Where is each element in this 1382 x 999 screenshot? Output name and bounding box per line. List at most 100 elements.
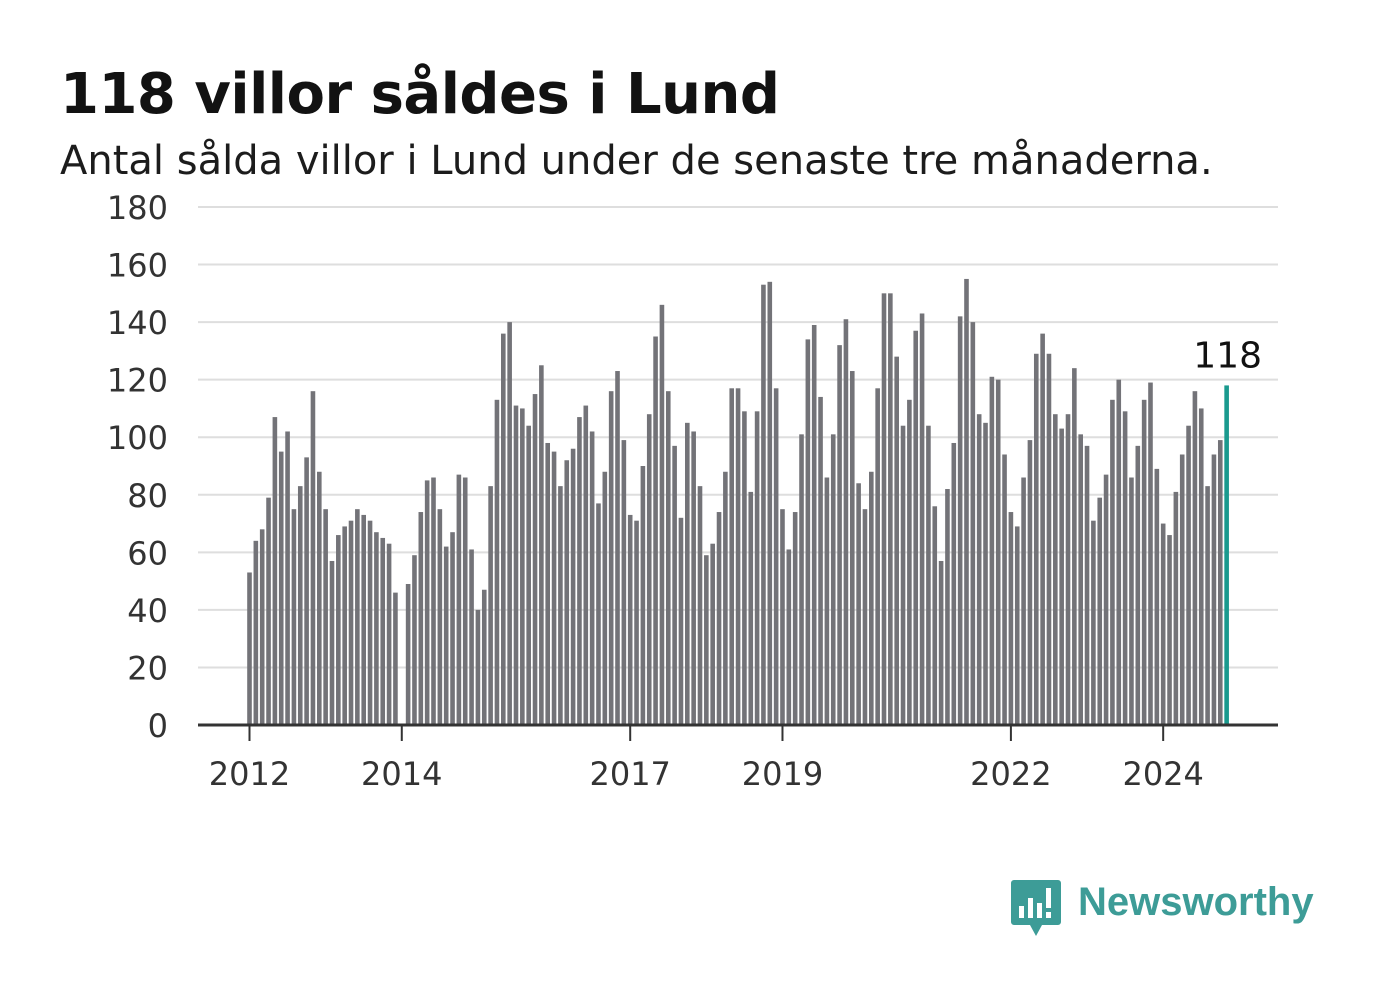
bar xyxy=(513,405,519,725)
bar xyxy=(856,483,861,725)
chart-subtitle: Antal sålda villor i Lund under de senas… xyxy=(60,138,1213,184)
bar xyxy=(1160,523,1166,725)
bar xyxy=(907,399,912,725)
bar xyxy=(1027,440,1033,725)
bar xyxy=(596,503,601,725)
bar xyxy=(830,434,836,725)
y-tick-label: 20 xyxy=(127,649,168,687)
bar xyxy=(507,322,512,725)
bar xyxy=(272,417,278,725)
bar xyxy=(1053,414,1058,725)
bar xyxy=(1091,520,1096,725)
bar xyxy=(913,330,919,725)
bar xyxy=(336,535,341,725)
bar xyxy=(824,477,830,725)
bar xyxy=(742,411,747,725)
bar xyxy=(355,509,360,725)
bar xyxy=(285,431,290,725)
bar xyxy=(754,411,760,725)
bar xyxy=(348,520,354,725)
bar xyxy=(1065,414,1071,725)
bar xyxy=(995,379,1001,725)
bar xyxy=(1116,379,1122,725)
bar xyxy=(672,445,677,725)
bar xyxy=(317,471,322,725)
y-tick-label: 40 xyxy=(127,592,168,630)
bar xyxy=(532,394,538,725)
bar xyxy=(278,451,284,725)
bar xyxy=(469,549,474,725)
bar xyxy=(1021,477,1026,725)
bar xyxy=(259,529,265,725)
bar xyxy=(405,583,411,725)
chart-title: 118 villor såldes i Lund xyxy=(60,62,780,127)
bar xyxy=(247,572,252,725)
bar xyxy=(1198,408,1204,725)
bar xyxy=(329,560,335,725)
bar xyxy=(1173,491,1179,725)
y-tick-label: 100 xyxy=(107,419,168,457)
bar xyxy=(1046,353,1052,725)
bar xyxy=(761,284,766,725)
bar xyxy=(367,520,373,725)
x-tick-label: 2019 xyxy=(742,755,823,793)
bar xyxy=(1084,445,1090,725)
bar xyxy=(640,466,646,725)
bar xyxy=(1059,428,1064,725)
bar xyxy=(564,460,570,725)
bar xyxy=(577,417,582,725)
bar xyxy=(291,509,297,725)
y-tick-label: 180 xyxy=(107,189,168,227)
bar xyxy=(539,365,544,725)
bar xyxy=(957,316,963,725)
bar xyxy=(304,457,309,725)
x-tick-label: 2024 xyxy=(1122,755,1203,793)
bar xyxy=(494,399,500,725)
bar xyxy=(475,609,481,725)
bar xyxy=(900,425,906,725)
bar xyxy=(805,339,811,725)
bar xyxy=(818,396,823,725)
bar xyxy=(1033,353,1039,725)
bar xyxy=(1186,425,1191,725)
bar xyxy=(615,371,620,725)
bar xyxy=(1103,474,1109,725)
bar xyxy=(602,471,608,725)
bar xyxy=(983,422,988,725)
bar xyxy=(627,514,633,725)
bar xyxy=(951,442,957,725)
bar xyxy=(716,512,722,725)
bar xyxy=(253,540,259,725)
x-tick-label: 2012 xyxy=(209,755,290,793)
bar xyxy=(1014,526,1020,725)
bar xyxy=(780,509,785,725)
bar xyxy=(945,489,950,725)
y-tick-label: 160 xyxy=(107,247,168,285)
bar xyxy=(773,388,779,725)
bar xyxy=(443,546,449,725)
bar xyxy=(1192,391,1198,725)
bar xyxy=(843,319,849,725)
bar xyxy=(1148,382,1153,725)
bar xyxy=(621,440,627,725)
bar xyxy=(431,477,436,725)
newsworthy-logo-text: Newsworthy xyxy=(1078,880,1314,924)
bar xyxy=(1040,333,1045,725)
bar xyxy=(386,543,392,725)
bar xyxy=(646,414,652,725)
bar xyxy=(970,322,976,725)
bar xyxy=(462,477,468,725)
bar xyxy=(767,281,773,725)
bar xyxy=(1167,535,1172,725)
bar xyxy=(685,422,690,725)
bar xyxy=(748,491,754,725)
bar xyxy=(545,442,551,725)
newsworthy-logo: Newsworthy xyxy=(1010,878,1330,942)
bar xyxy=(786,549,792,725)
bar xyxy=(659,304,665,725)
bar xyxy=(412,555,417,725)
bar xyxy=(558,486,563,725)
bar xyxy=(729,388,735,725)
bar xyxy=(964,278,969,725)
